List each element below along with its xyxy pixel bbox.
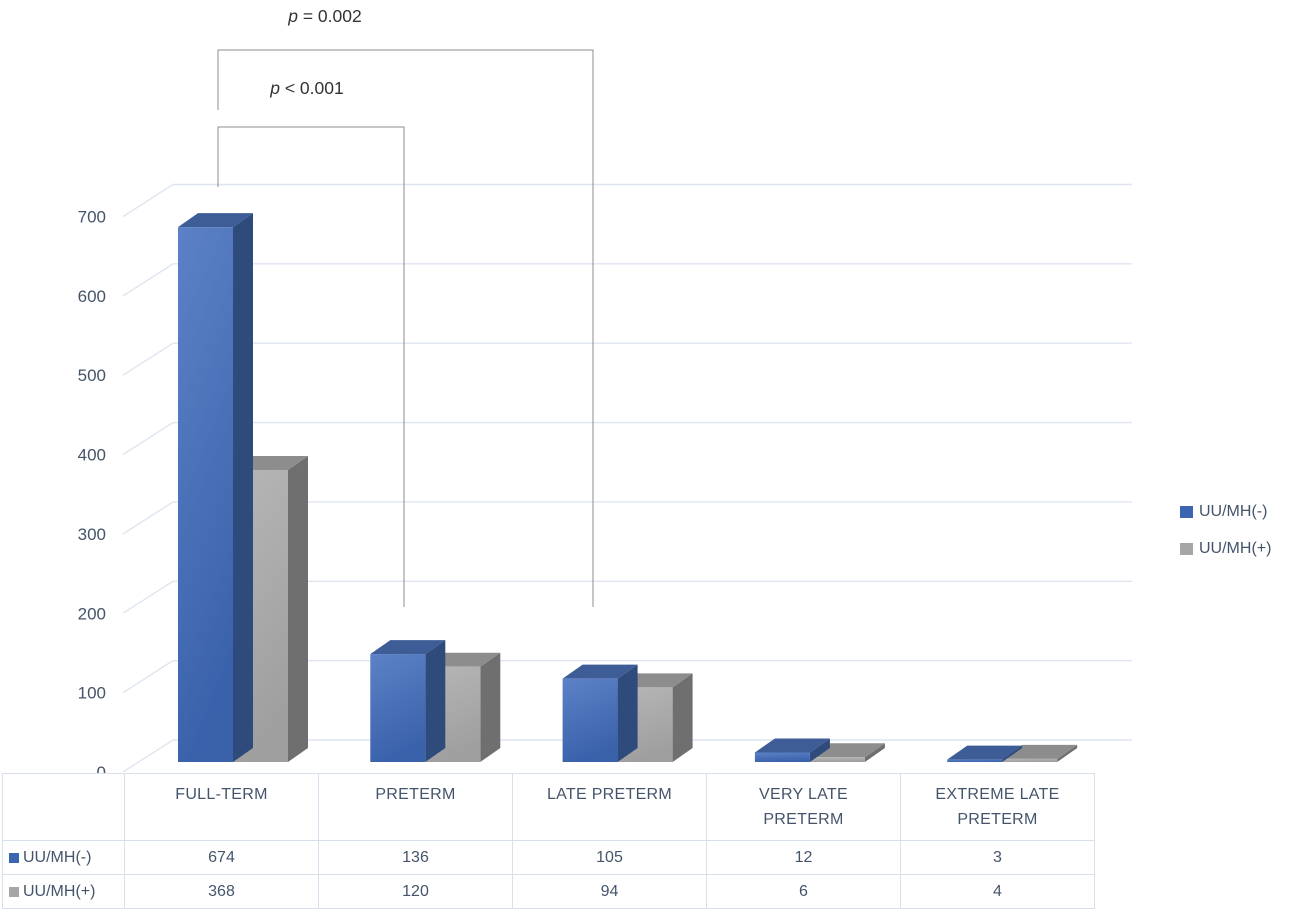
- p-value-label: p < 0.001: [269, 78, 343, 98]
- table-value-cell: 4: [900, 874, 1095, 909]
- bar-front-face: [1002, 758, 1058, 762]
- gridline-wall-tick: [122, 501, 174, 535]
- bar-side-face: [288, 455, 308, 762]
- series-key-label: UU/MH(+): [23, 882, 96, 900]
- gridline-wall-tick: [122, 660, 174, 694]
- table-value-cell: 120: [318, 874, 513, 909]
- table-value-cell: 368: [124, 874, 319, 909]
- legend-item-uu-mh-minus[interactable]: UU/MH(-): [1180, 503, 1271, 521]
- table-value-cell: 6: [706, 874, 901, 909]
- bar-3d[interactable]: [562, 664, 638, 762]
- bar-front-face: [809, 757, 865, 762]
- bar-3d[interactable]: [178, 213, 253, 762]
- series-key-swatch-icon: [9, 886, 19, 897]
- bar-front-face: [178, 227, 233, 762]
- series-key-swatch-icon: [9, 852, 19, 863]
- y-axis-tick-label: 200: [78, 604, 106, 623]
- table-series-row: UU/MH(+) 368 120 94 6 4: [2, 874, 1095, 909]
- table-series-row: UU/MH(-) 674 136 105 12 3: [2, 840, 1095, 875]
- bar-top-face: [370, 640, 446, 655]
- bar-side-face: [1002, 745, 1023, 762]
- bar-top-face: [178, 213, 253, 228]
- bar-front-face: [947, 759, 1003, 762]
- bar-side-face: [1057, 744, 1078, 762]
- y-axis-tick-label: 100: [78, 684, 106, 703]
- bar-front-face: [754, 752, 810, 762]
- data-table: FULL-TERM PRETERM LATE PRETERM VERY LATE PR…: [2, 773, 1095, 909]
- table-value-cell: 136: [318, 840, 513, 875]
- series-key-cell: UU/MH(+): [2, 874, 125, 909]
- legend-swatch-blue-icon: [1180, 506, 1193, 518]
- significance-bracket: [217, 49, 594, 607]
- legend-item-uu-mh-plus[interactable]: UU/MH(+): [1180, 540, 1271, 558]
- gridline-wall-tick: [122, 183, 174, 218]
- bar-front-face: [370, 654, 426, 762]
- bar-front-face: [562, 678, 618, 762]
- gridline-wall-tick: [122, 421, 174, 456]
- y-axis-tick-label: 0: [97, 763, 106, 782]
- category-header-cell: PRETERM: [318, 773, 513, 841]
- gridline-wall-tick: [122, 580, 174, 614]
- bar-side-face: [864, 743, 885, 762]
- legend-label: UU/MH(-): [1199, 503, 1268, 520]
- gridline-wall-tick: [122, 342, 174, 376]
- bar-side-face: [425, 640, 446, 762]
- table-header-row: FULL-TERM PRETERM LATE PRETERM VERY LATE PR…: [2, 773, 1095, 841]
- category-header-cell: FULL-TERM: [124, 773, 319, 841]
- y-axis-tick-label: 300: [78, 525, 106, 544]
- bar-top-face: [947, 745, 1023, 760]
- series-key-cell: UU/MH(-): [2, 840, 125, 875]
- table-value-cell: 12: [706, 840, 901, 875]
- y-axis-tick-label: 500: [78, 366, 106, 385]
- legend: UU/MH(-) UU/MH(+): [1180, 503, 1271, 577]
- legend-swatch-gray-icon: [1180, 543, 1193, 555]
- gridline-wall-tick: [122, 263, 174, 297]
- bar-3d[interactable]: [754, 738, 830, 762]
- p-value-label: p = 0.002: [287, 6, 361, 26]
- y-axis-tick-label: 700: [78, 208, 106, 227]
- table-value-cell: 3: [900, 840, 1095, 875]
- bar-side-face: [233, 213, 253, 762]
- table-value-cell: 674: [124, 840, 319, 875]
- bar-3d[interactable]: [370, 640, 446, 762]
- table-value-cell: 105: [512, 840, 707, 875]
- table-stub-cell: [2, 773, 125, 841]
- legend-label: UU/MH(+): [1199, 540, 1272, 557]
- gridline-wall-tick: [122, 739, 174, 773]
- category-header-cell: VERY LATE PRETERM: [706, 773, 901, 841]
- bar-3d[interactable]: [947, 745, 1023, 762]
- bar-side-face: [672, 673, 693, 762]
- bar-side-face: [809, 738, 830, 762]
- series-key-label: UU/MH(-): [23, 848, 92, 866]
- category-header-cell: EXTREME LATE PRETERM: [900, 773, 1095, 841]
- table-value-cell: 94: [512, 874, 707, 909]
- category-header-cell: LATE PRETERM: [512, 773, 707, 841]
- significance-bracket: [217, 126, 405, 607]
- bar-side-face: [617, 664, 638, 762]
- y-axis-tick-label: 400: [78, 446, 106, 465]
- bar-top-face: [754, 738, 830, 753]
- bar-top-face: [562, 664, 638, 679]
- bar-side-face: [480, 652, 501, 762]
- y-axis-tick-label: 600: [78, 287, 106, 306]
